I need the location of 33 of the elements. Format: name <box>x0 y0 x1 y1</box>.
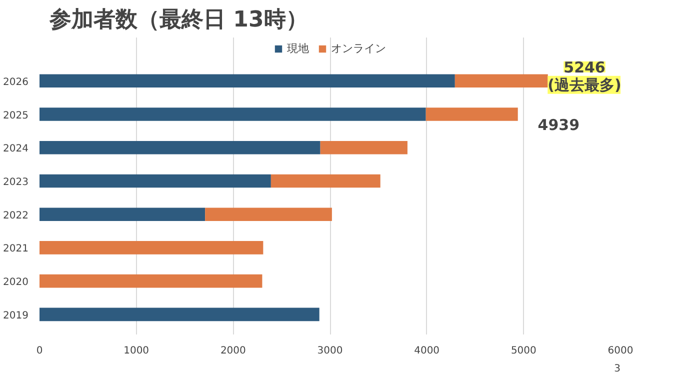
bar <box>205 208 332 222</box>
x-tick-label: 2000 <box>220 346 246 356</box>
x-tick-label: 0 <box>36 346 43 356</box>
x-tick-label: 5000 <box>510 346 536 356</box>
bar <box>270 174 380 188</box>
annotation: 4939 <box>538 116 580 134</box>
bar <box>40 140 320 154</box>
y-tick-label: 2025 <box>3 110 29 122</box>
text: 3 <box>614 364 621 374</box>
x-tick-label: 3000 <box>317 346 343 356</box>
y-tick-label: 2023 <box>3 176 29 188</box>
y-tick-label: 2021 <box>3 244 29 255</box>
bar <box>40 274 262 288</box>
bar <box>320 140 408 154</box>
bar <box>40 174 271 188</box>
legend-label: オンライン <box>331 41 386 56</box>
annotation: 5246 (過去最多) <box>548 58 622 94</box>
bar <box>40 241 264 254</box>
legend-label: 現地 <box>287 41 309 56</box>
chart-title: 参加者数（最終日 13時） <box>48 8 308 32</box>
x-tick-label: 1000 <box>124 346 150 356</box>
bar <box>40 74 455 88</box>
x-tick-label: 6000 <box>608 346 634 356</box>
bar <box>40 308 320 322</box>
y-tick-label: 2024 <box>3 144 29 155</box>
y-tick-label: 2020 <box>3 277 29 288</box>
bar <box>426 108 518 121</box>
y-tick-label: 2019 <box>3 310 29 322</box>
bar <box>40 208 206 222</box>
y-tick-label: 2022 <box>3 210 29 222</box>
x-tick-label: 4000 <box>414 346 440 356</box>
bar <box>40 108 426 121</box>
y-tick-label: 2026 <box>3 76 29 88</box>
